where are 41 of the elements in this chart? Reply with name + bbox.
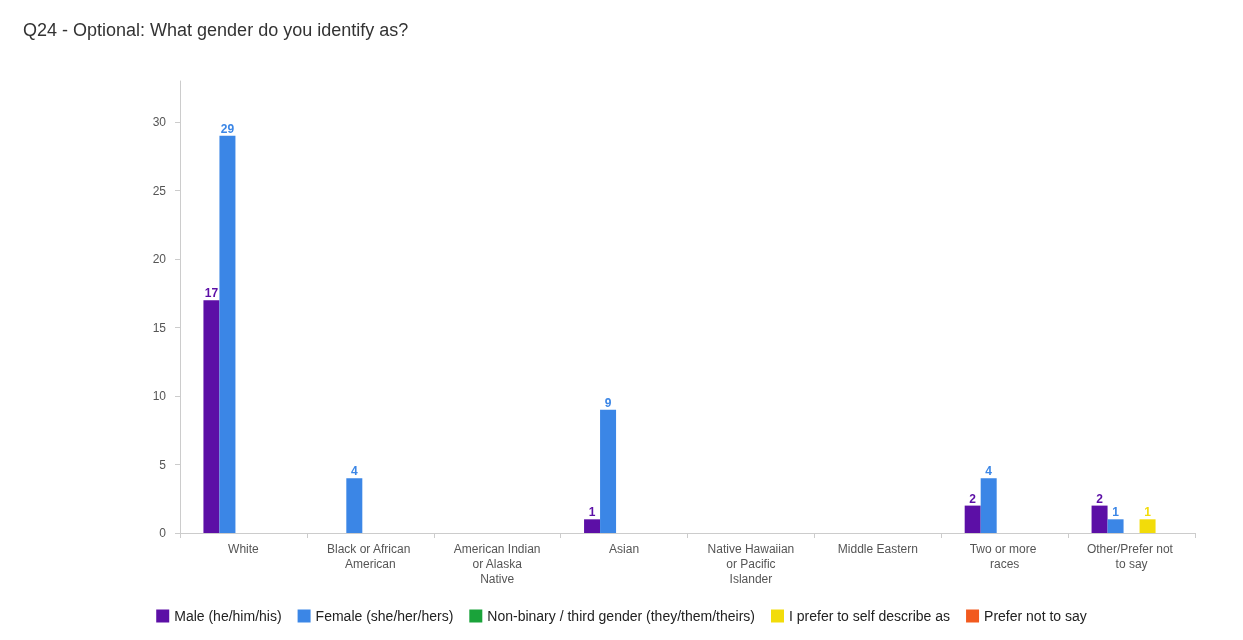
legend-label: Non-binary / third gender (they/them/theirs) (487, 608, 755, 624)
bar (584, 519, 601, 533)
bar (1091, 505, 1108, 533)
bar (203, 300, 220, 533)
data-label: 2 (1096, 491, 1104, 506)
y-tick-label: 5 (159, 457, 167, 472)
y-tick-label: 25 (152, 183, 167, 198)
data-label: 4 (350, 464, 358, 479)
x-tick-label: Native Hawaiian or Pacific Islander (707, 541, 795, 586)
bar (346, 478, 363, 533)
legend-label: Prefer not to say (984, 608, 1087, 624)
y-tick-label: 0 (159, 526, 167, 540)
chart-title: Q24 - Optional: What gender do you identify as? (23, 20, 409, 40)
bar (219, 135, 236, 533)
bar (1107, 519, 1124, 533)
data-label: 1 (588, 505, 596, 520)
x-tick-label: Two or more races (969, 541, 1040, 571)
data-label: 1 (1144, 505, 1152, 520)
x-tick-label: Other/Prefer not to say (1086, 541, 1177, 571)
x-tick-label: White (228, 541, 260, 556)
y-tick-label: 15 (152, 320, 167, 335)
x-tick-label: Middle Eastern (837, 541, 918, 556)
data-label: 2 (969, 491, 977, 506)
x-tick-label: American Indian or Alaska Native (453, 541, 541, 586)
y-tick-label: 30 (152, 115, 167, 130)
data-label: 1 (1112, 505, 1120, 520)
x-tick-label: Asian (609, 541, 640, 556)
legend-label: I prefer to self describe as (788, 608, 951, 624)
legend-label: Female (she/her/hers) (315, 608, 454, 624)
y-tick-label: 10 (152, 389, 167, 404)
bar (964, 505, 981, 533)
data-label: 4 (985, 464, 993, 479)
data-label: 29 (220, 121, 235, 136)
x-tick-label: Black or African American (326, 541, 414, 571)
bar (1139, 519, 1156, 533)
data-label: 9 (604, 395, 612, 410)
bar (600, 409, 617, 533)
data-label: 17 (204, 286, 219, 301)
y-tick-label: 20 (152, 252, 167, 267)
legend-label: Male (he/him/his) (174, 608, 282, 624)
bar (980, 478, 997, 533)
